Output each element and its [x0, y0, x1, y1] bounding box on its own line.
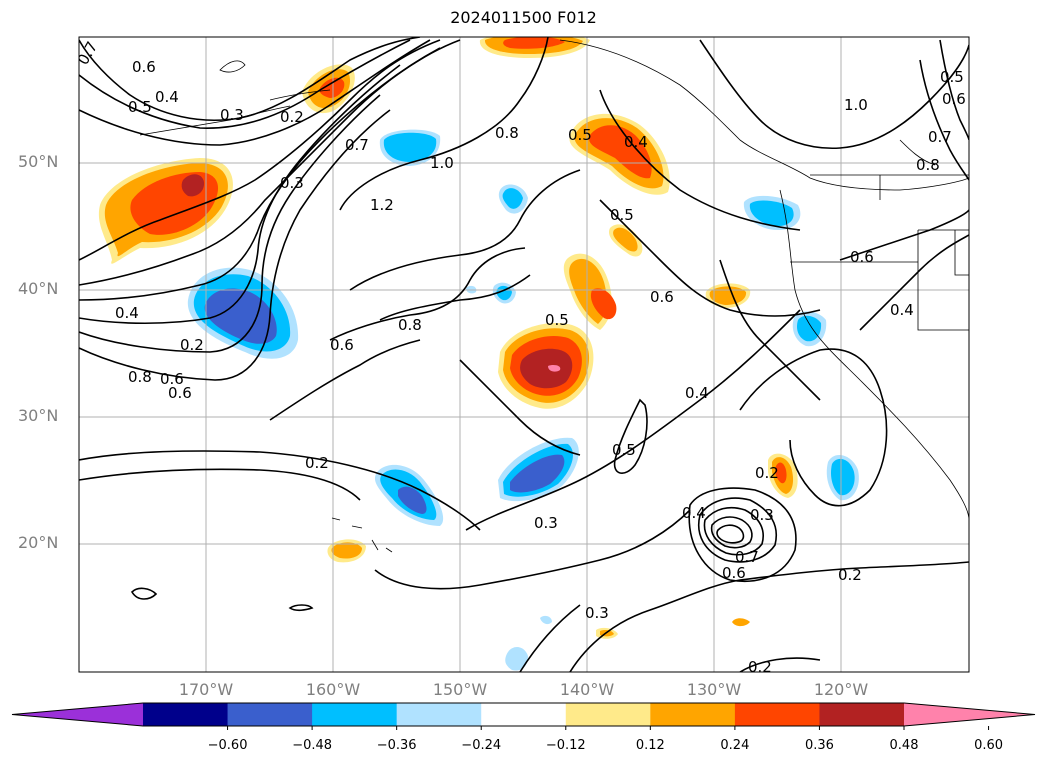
lat-label-20n: 20°N — [18, 533, 59, 552]
coastlines — [130, 39, 969, 612]
contour-label: 0.3 — [750, 506, 774, 524]
contour-label: 0.4 — [624, 133, 648, 151]
contour-label: 1.0 — [844, 96, 868, 114]
colorbar-tick-label: −0.60 — [207, 738, 248, 753]
contour-label: 1.0 — [430, 154, 454, 172]
map-frame — [78, 36, 970, 673]
contour-label: 0.3 — [534, 514, 558, 532]
colorbar-outline — [11, 702, 1036, 727]
colorbar-tick-label: −0.36 — [376, 738, 417, 753]
lon-label-120w: 120°W — [813, 680, 869, 699]
contour-label: 0.2 — [748, 658, 772, 676]
lon-label-130w: 130°W — [686, 680, 742, 699]
colorbar-segment — [143, 703, 229, 726]
colorbar-tick-label: 0.60 — [974, 738, 1004, 753]
contour-label: 0.2 — [755, 464, 779, 482]
colorbar-segment — [396, 703, 482, 726]
colorbar-tick-label: −0.48 — [292, 738, 333, 753]
contour-label: 0.6 — [850, 248, 874, 266]
colorbar — [11, 702, 1036, 730]
colorbar-segment — [312, 703, 398, 726]
contour-label: 0.5 — [610, 206, 634, 224]
lon-label-160w: 160°W — [305, 680, 361, 699]
lat-label-50n: 50°N — [18, 152, 59, 171]
contour-label: 0.3 — [585, 604, 609, 622]
contour-label: 0.5 — [568, 126, 592, 144]
contour-label: 0.2 — [180, 336, 204, 354]
contour-label: 0.2 — [838, 566, 862, 584]
chart-title: 2024011500 F012 — [450, 8, 597, 27]
colorbar-segment — [481, 703, 567, 726]
lon-label-170w: 170°W — [178, 680, 234, 699]
colorbar-segment — [227, 703, 313, 726]
contour-labels: 0.7 0.6 0.5 0.4 0.3 0.2 0.3 0.7 1.0 1.2 … — [79, 38, 966, 676]
colorbar-tick-label: 0.24 — [720, 738, 750, 753]
contour-label: 0.7 — [928, 128, 952, 146]
contour-label: 0.8 — [128, 368, 152, 386]
colorbar-tick-label: −0.24 — [461, 738, 502, 753]
contour-label: 0.4 — [155, 88, 179, 106]
contour-label: 0.5 — [128, 98, 152, 116]
contour-label: 0.5 — [940, 68, 964, 86]
colorbar-tick-label: −0.12 — [545, 738, 586, 753]
contour-label: 0.8 — [916, 156, 940, 174]
contour-label: 0.4 — [682, 504, 706, 522]
contour-label: 0.3 — [280, 174, 304, 192]
lat-label-30n: 30°N — [18, 406, 59, 425]
contour-label: 0.3 — [220, 106, 244, 124]
graticule — [79, 37, 969, 672]
contour-label: 0.6 — [650, 288, 674, 306]
contour-label: 0.5 — [545, 311, 569, 329]
colorbar-segment — [734, 703, 820, 726]
contour-label: 0.4 — [115, 304, 139, 322]
colorbar-tick-label: 0.36 — [804, 738, 834, 753]
contour-label: 0.8 — [398, 316, 422, 334]
colorbar-segment — [819, 703, 905, 726]
contour-label: 0.7 — [735, 548, 759, 566]
colorbar-segment — [565, 703, 651, 726]
contour-label: 0.7 — [345, 136, 369, 154]
contour-label: 0.6 — [942, 90, 966, 108]
colorbar-segment — [650, 703, 736, 726]
contour-label: 0.8 — [495, 124, 519, 142]
colorbar-tick-label: 0.48 — [889, 738, 919, 753]
contour-label: 0.6 — [722, 564, 746, 582]
contour-label: 0.2 — [280, 108, 304, 126]
colorbar-extend-low — [12, 703, 143, 726]
colorbar-tick-label: 0.12 — [635, 738, 665, 753]
contour-label: 1.2 — [370, 196, 394, 214]
contour-label: 0.6 — [160, 370, 184, 388]
contour-label: 0.4 — [890, 301, 914, 319]
contour-label: 0.4 — [685, 384, 709, 402]
contour-label: 0.5 — [612, 441, 636, 459]
contour-lines — [79, 37, 969, 672]
lat-label-40n: 40°N — [18, 279, 59, 298]
colorbar-extend-high — [904, 703, 1035, 726]
lon-label-140w: 140°W — [559, 680, 615, 699]
contour-label: 0.6 — [168, 384, 192, 402]
contour-label: 0.6 — [132, 58, 156, 76]
contour-label: 0.2 — [305, 454, 329, 472]
contour-label: 0.6 — [330, 336, 354, 354]
lon-label-150w: 150°W — [432, 680, 488, 699]
